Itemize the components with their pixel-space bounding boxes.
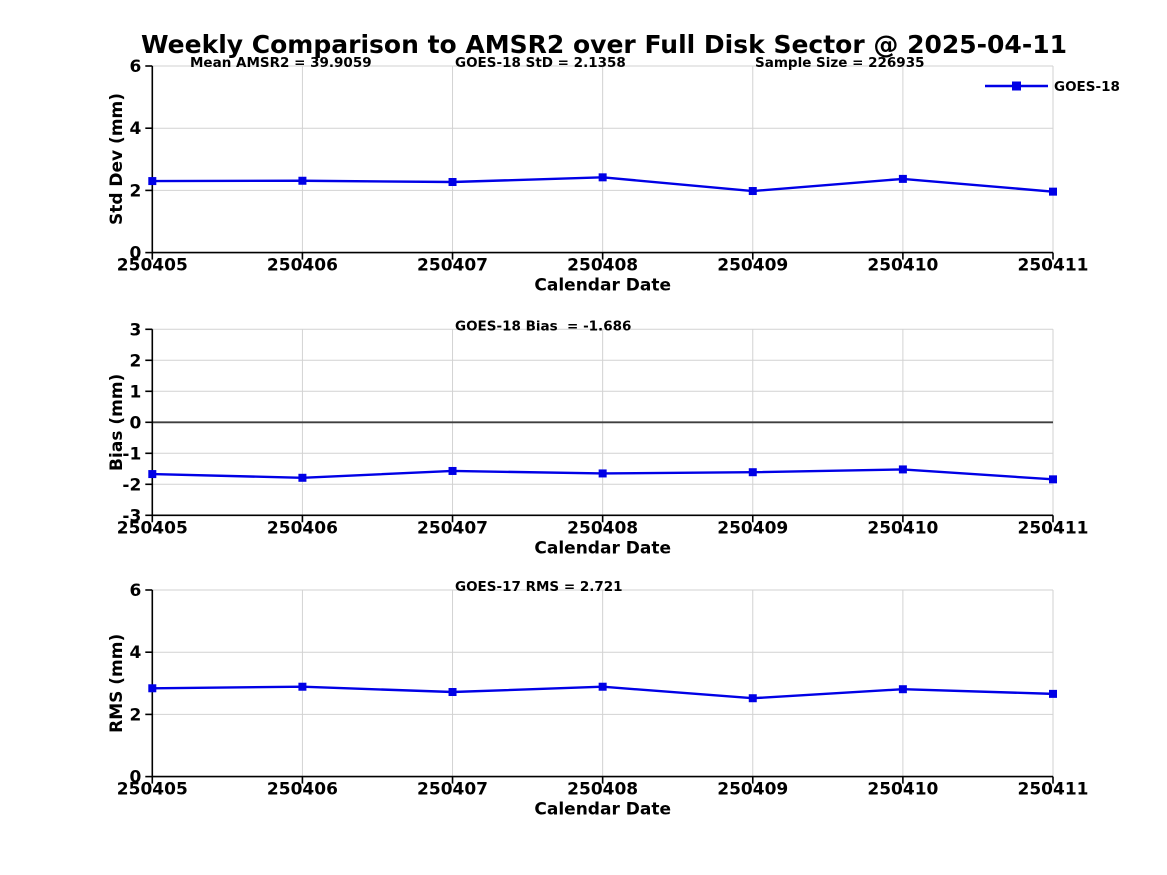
data-point-marker <box>598 682 607 691</box>
y-tick-label: 3 <box>129 320 141 340</box>
bias-panel: 250405 250406 250407 250408 250409 250410 2504… <box>107 318 1088 558</box>
tick-labels: 250405 250406 250407 250408 250409 250410 2504… <box>117 57 1089 276</box>
x-tick-label: 250406 <box>267 518 338 538</box>
legend: GOES-18 <box>985 79 1120 95</box>
data-series <box>148 465 1057 484</box>
y-tick-label: 4 <box>129 119 141 139</box>
annotation-sample-size: Sample Size = 226935 <box>755 55 924 71</box>
y-tick-label: 6 <box>129 581 141 601</box>
std-dev-panel: 250405 250406 250407 250408 250409 250410 2504… <box>107 55 1088 296</box>
data-point-marker <box>298 682 307 691</box>
y-tick-label: 1 <box>129 382 141 402</box>
data-point-marker <box>1049 475 1057 484</box>
y-tick-label: 0 <box>129 413 141 433</box>
x-tick-label: 250410 <box>867 780 938 800</box>
data-point-marker <box>448 466 457 475</box>
data-point-marker <box>298 473 307 482</box>
data-point-marker <box>298 176 307 185</box>
data-point-marker <box>148 684 157 693</box>
x-tick-label: 250407 <box>417 256 488 276</box>
x-tick-label: 250411 <box>1018 256 1089 276</box>
x-tick-label: 250405 <box>117 780 188 800</box>
y-tick-label: -2 <box>122 475 141 495</box>
x-axis-label: Calendar Date <box>534 538 671 558</box>
x-tick-label: 250410 <box>867 518 938 538</box>
data-series <box>148 682 1057 703</box>
legend-marker-icon <box>1012 81 1021 91</box>
annotation-goes18-bias: GOES-18 Bias = -1.686 <box>455 318 631 334</box>
y-axis-label: Std Dev (mm) <box>107 93 127 225</box>
x-axis-label: Calendar Date <box>534 276 671 296</box>
y-axis-label: Bias (mm) <box>107 374 127 471</box>
axes <box>145 589 1054 784</box>
legend-label: GOES-18 <box>1054 79 1120 95</box>
y-tick-label: -3 <box>122 506 141 526</box>
axes <box>145 328 1054 523</box>
x-tick-label: 250409 <box>717 518 788 538</box>
y-axis-label: RMS (mm) <box>107 634 127 733</box>
rms-panel: 250405 250406 250407 250408 250409 250410 2504… <box>107 579 1088 820</box>
x-tick-label: 250408 <box>567 780 638 800</box>
data-point-marker <box>598 469 607 478</box>
tick-labels: 250405 250406 250407 250408 250409 250410 2504… <box>117 320 1089 538</box>
x-tick-label: 250411 <box>1018 518 1089 538</box>
y-tick-label: 0 <box>129 768 141 788</box>
x-tick-label: 250408 <box>567 518 638 538</box>
data-point-marker <box>898 465 907 474</box>
data-point-marker <box>898 174 907 183</box>
axes <box>145 65 1054 260</box>
x-tick-label: 250410 <box>867 256 938 276</box>
x-tick-label: 250407 <box>417 780 488 800</box>
data-point-marker <box>448 178 457 187</box>
data-point-marker <box>1049 689 1057 698</box>
x-tick-label: 250405 <box>117 518 188 538</box>
y-tick-label: -1 <box>122 444 141 464</box>
y-tick-label: 0 <box>129 244 141 264</box>
x-tick-label: 250406 <box>267 780 338 800</box>
x-tick-label: 250408 <box>567 256 638 276</box>
data-point-marker <box>748 187 757 196</box>
data-point-marker <box>748 468 757 477</box>
x-tick-label: 250405 <box>117 256 188 276</box>
x-tick-label: 250409 <box>717 256 788 276</box>
y-tick-label: 6 <box>129 57 141 77</box>
data-point-marker <box>898 685 907 694</box>
data-series <box>148 173 1057 196</box>
x-axis-label: Calendar Date <box>534 800 671 820</box>
data-point-marker <box>598 173 607 182</box>
tick-labels: 250405 250406 250407 250408 250409 250410 2504… <box>117 581 1089 800</box>
x-tick-label: 250409 <box>717 780 788 800</box>
data-point-marker <box>148 177 157 186</box>
annotation-goes18-std: GOES-18 StD = 2.1358 <box>455 55 626 71</box>
data-point-marker <box>1049 187 1057 196</box>
annotation-goes17-rms: GOES-17 RMS = 2.721 <box>455 579 623 595</box>
y-tick-label: 4 <box>129 643 141 663</box>
y-tick-label: 2 <box>129 181 141 201</box>
data-point-marker <box>448 688 457 697</box>
x-tick-label: 250407 <box>417 518 488 538</box>
y-tick-label: 2 <box>129 351 141 371</box>
data-point-marker <box>148 470 157 479</box>
x-tick-label: 250406 <box>267 256 338 276</box>
annotation-mean-amsr2: Mean AMSR2 = 39.9059 <box>190 55 372 71</box>
data-point-marker <box>748 694 757 703</box>
x-tick-label: 250411 <box>1018 780 1089 800</box>
chart-title: Weekly Comparison to AMSR2 over Full Dis… <box>141 30 1067 59</box>
y-tick-label: 2 <box>129 705 141 725</box>
